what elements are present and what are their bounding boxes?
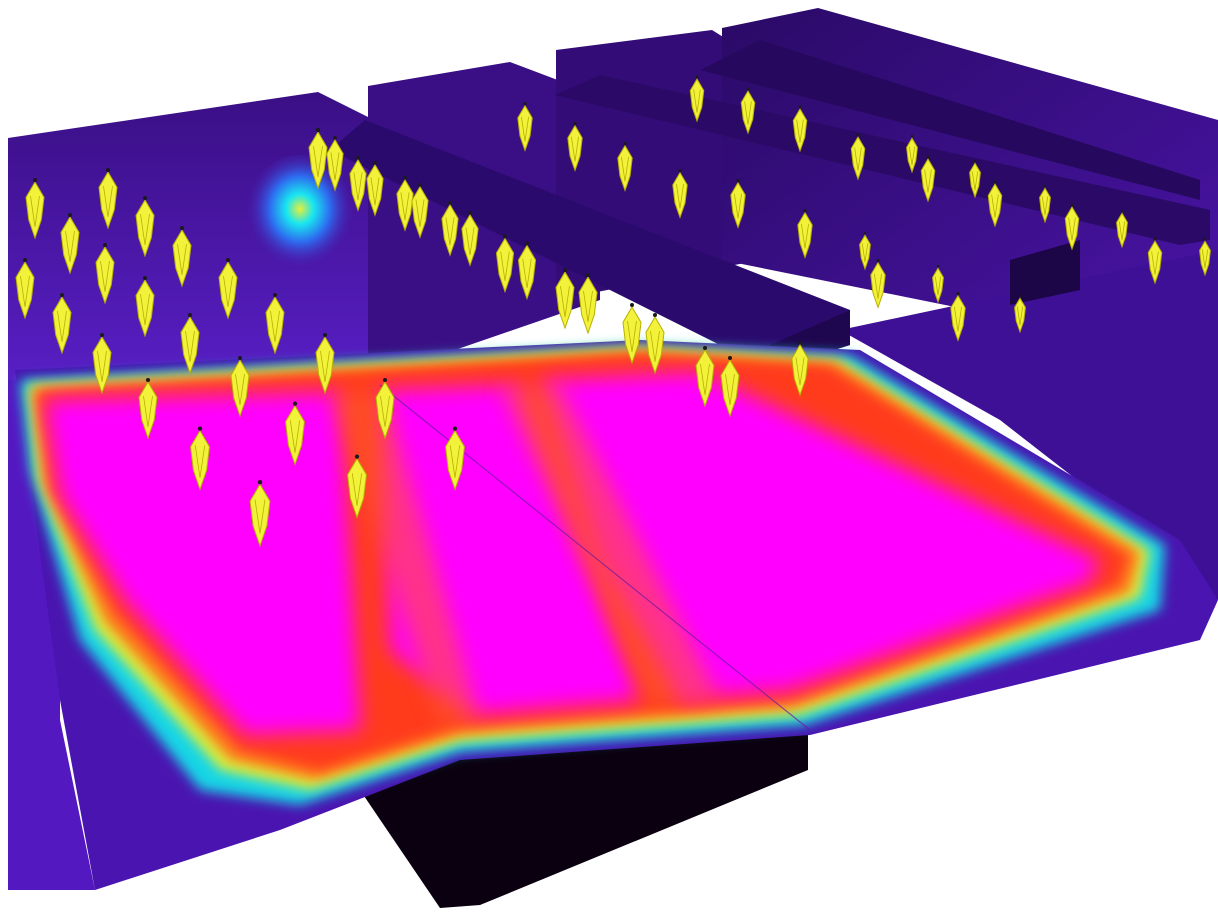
luminaire-icon	[1064, 203, 1080, 251]
luminaire-icon	[622, 303, 642, 365]
luminaire-icon	[950, 292, 966, 342]
luminaire-icon	[375, 378, 395, 440]
luminaire-icon	[1199, 238, 1211, 277]
luminaire-icon	[1039, 185, 1051, 224]
luminaire-icon	[617, 142, 633, 192]
luminaire-icon	[695, 346, 715, 408]
floor-illuminance	[15, 340, 1218, 890]
luminaire-icon	[859, 232, 871, 271]
luminaire-array	[15, 75, 1211, 548]
wall-hotspot	[245, 155, 355, 275]
luminaire-icon	[645, 313, 665, 375]
luminaire-icon	[190, 426, 210, 491]
luminaire-icon	[720, 356, 740, 418]
luminaire-icon	[920, 155, 936, 203]
luminaire-icon	[1116, 210, 1128, 249]
luminaire-icon	[441, 201, 459, 257]
luminaire-icon	[25, 178, 45, 240]
luminaire-icon	[730, 179, 746, 229]
luminaire-icon	[1147, 237, 1163, 285]
luminaire-icon	[60, 213, 80, 275]
luminaire-icon	[230, 356, 250, 418]
luminaire-icon	[347, 454, 367, 519]
luminaire-icon	[135, 196, 155, 258]
luminaire-icon	[791, 341, 809, 397]
luminaire-icon	[396, 176, 414, 232]
floor-base-block	[360, 733, 808, 908]
luminaire-icon	[411, 183, 429, 239]
luminaire-icon	[850, 133, 866, 181]
luminaire-icon	[180, 313, 200, 375]
luminaire-icon	[249, 480, 271, 548]
luminaire-icon	[349, 156, 367, 212]
luminaire-icon	[578, 273, 598, 335]
luminaire-icon	[906, 135, 918, 174]
luminaire-icon	[517, 241, 537, 301]
luminaire-icon	[555, 268, 575, 330]
luminaire-icon	[92, 333, 112, 395]
luminaire-icon	[1014, 295, 1026, 334]
luminaire-icon	[672, 169, 688, 219]
luminaire-icon	[52, 293, 72, 355]
luminaire-icon	[792, 105, 808, 153]
luminaire-icon	[135, 276, 155, 338]
luminaire-icon	[308, 128, 328, 190]
luminaire-icon	[969, 160, 981, 199]
luminaire-icon	[870, 259, 886, 309]
luminaire-icon	[797, 209, 813, 259]
luminaire-icon	[326, 136, 344, 192]
luminaire-icon	[15, 258, 35, 320]
luminaire-icon	[218, 258, 238, 320]
luminaire-icon	[366, 161, 384, 217]
luminaire-icon	[172, 226, 192, 288]
luminaire-icon	[517, 102, 533, 152]
luminaire-icon	[495, 234, 515, 294]
luminaire-icon	[740, 87, 756, 135]
luminaire-icon	[461, 211, 479, 267]
luminaire-icon	[98, 168, 118, 230]
luminaire-icon	[987, 180, 1003, 228]
luminaire-icon	[445, 426, 465, 491]
luminaire-icon	[932, 265, 944, 304]
luminaire-icon	[285, 401, 305, 466]
luminaire-icon	[95, 243, 115, 305]
luminaire-icon	[689, 75, 705, 123]
luminaire-icon	[265, 293, 285, 355]
luminaire-icon	[138, 378, 158, 440]
luminaire-icon	[315, 333, 335, 395]
luminaire-icon	[567, 122, 583, 172]
